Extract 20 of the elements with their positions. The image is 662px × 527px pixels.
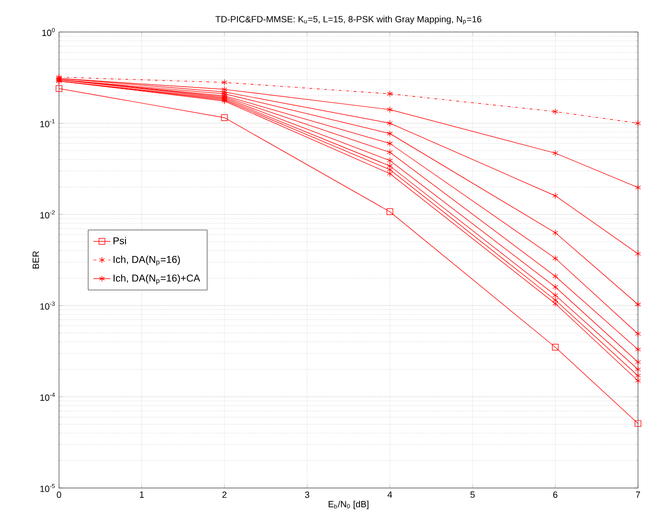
- x-tick-label: 2: [222, 492, 226, 498]
- y-tick-label: 10$^{-5}$: [40, 484, 55, 492]
- y-tick-label: 10$^{-2}$: [40, 210, 55, 218]
- x-tick-label: 7: [636, 492, 640, 498]
- x-tick-label: 4: [388, 492, 392, 498]
- legend-label: Psi: [114, 236, 126, 244]
- x-tick-label: 6: [553, 492, 558, 498]
- y-tick-label: 10$^{-1}$: [40, 119, 55, 128]
- x-tick-label: 0: [56, 492, 62, 498]
- y-axis-title: BER: [32, 251, 39, 268]
- y-tick-label: 10$^{-3}$: [40, 302, 55, 310]
- x-tick-label: 1: [140, 492, 144, 498]
- chart-title: TD-PIC&FD-MMSE: K$_{u}$=5, L=15, 8-PSK with Gray Mapping, N$_{p}$=16: [215, 16, 482, 24]
- legend-label: Ich, DA(N$_{p}$=16)+CA: [114, 274, 200, 284]
- x-axis-title: E$_{b}$/N$_{0}$ [dB]: [328, 500, 368, 510]
- legend-label: Ich, DA(N$_{p}$=16): [114, 256, 180, 266]
- x-tick-label: 3: [304, 492, 310, 498]
- x-tick-label: 5: [470, 492, 475, 498]
- y-tick-label: 10$^{0}$: [42, 28, 55, 36]
- y-tick-label: 10$^{-4}$: [40, 392, 55, 401]
